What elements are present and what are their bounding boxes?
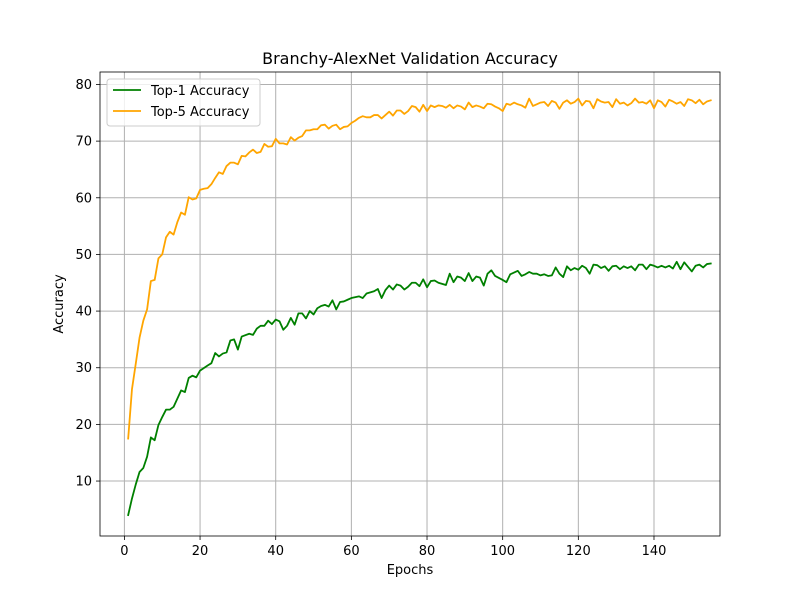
legend-label-top5: Top-5 Accuracy (150, 105, 250, 120)
x-tick-label: 80 (419, 544, 436, 559)
x-tick-label: 60 (343, 544, 360, 559)
plot-frame (99, 71, 721, 537)
x-axis-label: Epochs (387, 563, 434, 578)
y-tick-label: 40 (75, 305, 92, 320)
y-tick-label: 80 (75, 78, 92, 93)
y-axis-label: Accuracy (52, 274, 67, 334)
y-tick-label: 60 (75, 191, 92, 206)
x-axis-ticks: 0 20 40 60 80 100 120 140 (120, 536, 666, 559)
series-line-top1 (127, 260, 712, 517)
x-tick-label: 40 (267, 544, 284, 559)
x-tick-label: 0 (120, 544, 128, 559)
chart-title: Branchy-AlexNet Validation Accuracy (262, 49, 558, 68)
y-tick-label: 10 (75, 475, 92, 490)
legend-label-top1: Top-1 Accuracy (150, 84, 250, 99)
y-tick-label: 50 (75, 248, 92, 263)
y-tick-label: 30 (75, 361, 92, 376)
series-layer (127, 97, 712, 517)
x-tick-label: 100 (490, 544, 515, 559)
x-tick-label: 120 (566, 544, 591, 559)
y-axis-ticks: 10 20 30 40 50 60 70 80 (75, 78, 100, 490)
legend: Top-1 Accuracy Top-5 Accuracy (106, 78, 261, 127)
legend-box (106, 78, 261, 127)
series-line-top5 (127, 97, 712, 440)
grid-lines (100, 72, 720, 536)
y-tick-label: 70 (75, 135, 92, 150)
x-tick-label: 20 (192, 544, 209, 559)
x-tick-label: 140 (642, 544, 667, 559)
plot-area (100, 72, 720, 536)
y-tick-label: 20 (75, 418, 92, 433)
